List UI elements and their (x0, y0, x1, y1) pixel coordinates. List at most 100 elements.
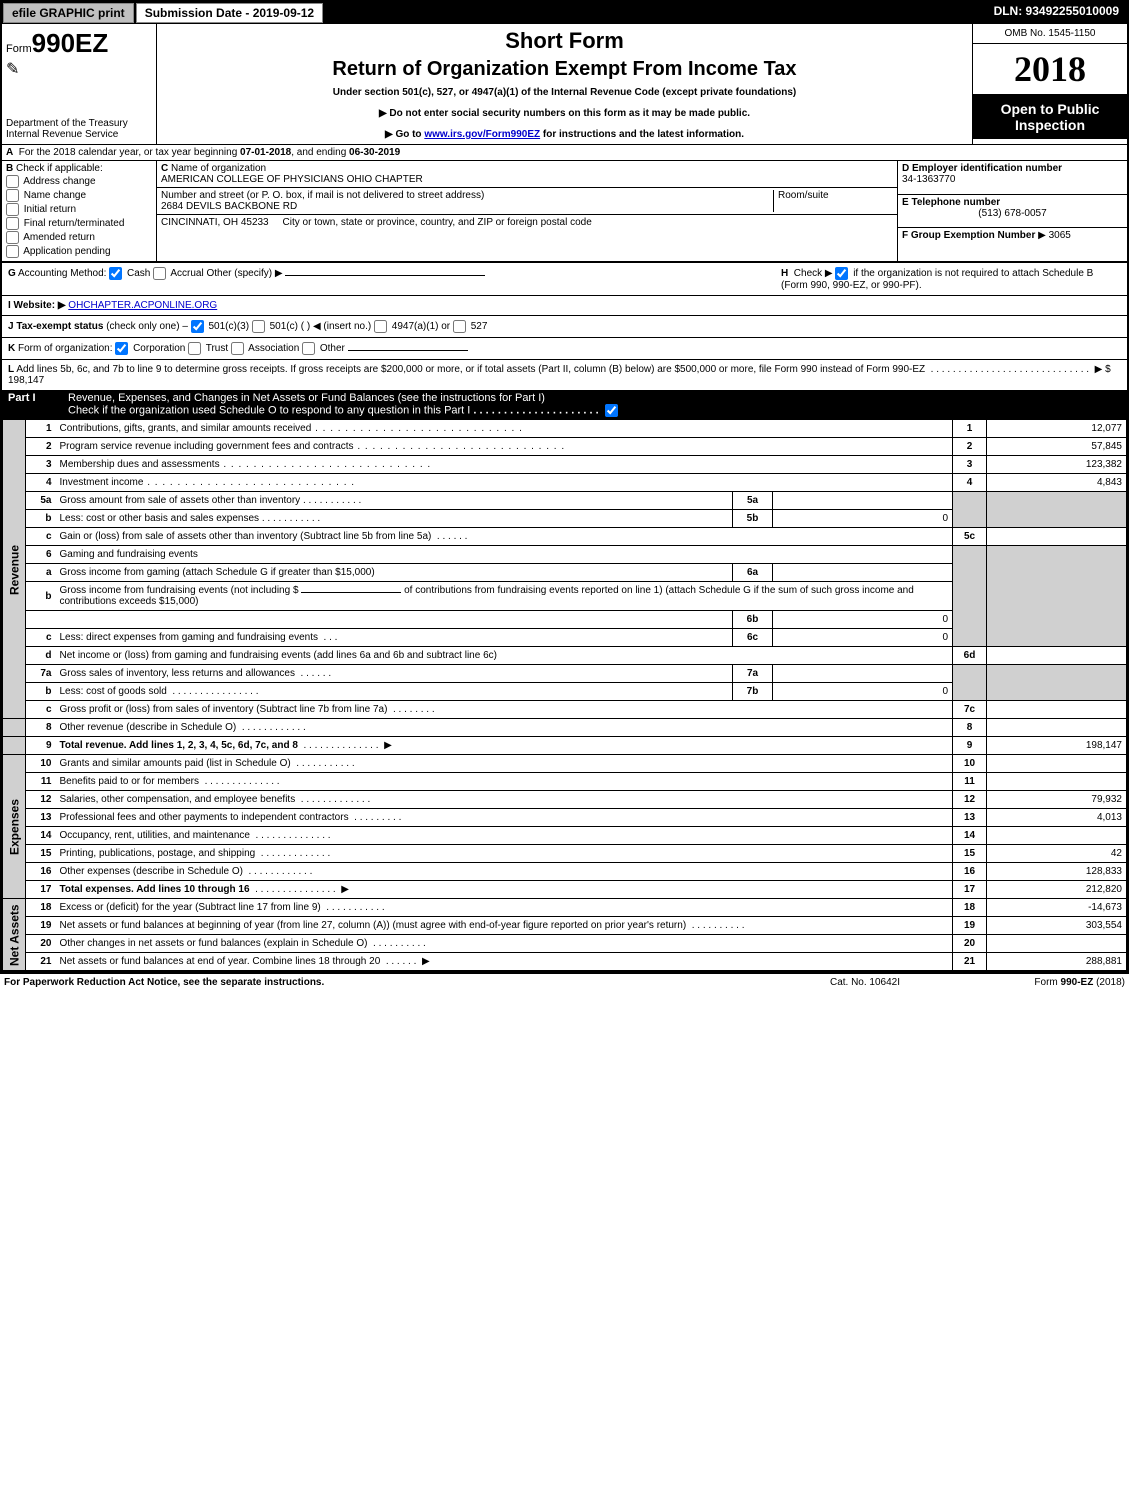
line-18-value: -14,673 (987, 899, 1127, 917)
goto-note: Go to www.irs.gov/Form990EZ for instruct… (165, 129, 964, 140)
line-4: 4 Investment income 4 4,843 (3, 474, 1127, 492)
line-12-value: 79,932 (987, 791, 1127, 809)
line-11-value (987, 773, 1127, 791)
501c-checkbox[interactable]: 501(c) ( ) ◀ (insert no.) (252, 321, 371, 332)
ein: 34-1363770 (902, 174, 955, 185)
org-name: AMERICAN COLLEGE OF PHYSICIANS OHIO CHAP… (161, 174, 423, 185)
line-20-value (987, 935, 1127, 953)
line-6: 6 Gaming and fundraising events (3, 546, 1127, 564)
part-i-schedule-o-checkbox[interactable] (605, 404, 618, 417)
line-13-value: 4,013 (987, 809, 1127, 827)
return-title: Return of Organization Exempt From Incom… (165, 58, 964, 81)
501c3-checkbox[interactable]: 501(c)(3) (191, 321, 249, 332)
line-5c-value (987, 528, 1127, 546)
line-15: 15 Printing, publications, postage, and … (3, 845, 1127, 863)
association-checkbox[interactable]: Association (231, 343, 299, 354)
4947-checkbox[interactable]: 4947(a)(1) or (374, 321, 450, 332)
schedule-b-not-required-checkbox[interactable] (835, 267, 848, 280)
line-8: 8 Other revenue (describe in Schedule O)… (3, 719, 1127, 737)
line-7c: c Gross profit or (loss) from sales of i… (3, 701, 1127, 719)
line-7a: 7a Gross sales of inventory, less return… (3, 665, 1127, 683)
line-k-form-of-org: K Form of organization: Corporation Trus… (2, 338, 1127, 360)
line-6c-value: 0 (773, 629, 953, 647)
line-4-value: 4,843 (987, 474, 1127, 492)
short-form-title: Short Form (165, 28, 964, 54)
line-5a: 5a Gross amount from sale of assets othe… (3, 492, 1127, 510)
entity-block: B Check if applicable: Address change Na… (2, 161, 1127, 263)
line-10-value (987, 755, 1127, 773)
line-6b-value: 0 (773, 611, 953, 629)
corporation-checkbox[interactable]: Corporation (115, 343, 185, 354)
efile-print-button[interactable]: efile GRAPHIC print (3, 3, 134, 23)
amended-return-checkbox[interactable]: Amended return (6, 231, 152, 244)
line-1: Revenue 1 Contributions, gifts, grants, … (3, 420, 1127, 438)
line-21: 21 Net assets or fund balances at end of… (3, 953, 1127, 971)
final-return-checkbox[interactable]: Final return/terminated (6, 217, 152, 230)
form-version: Form 990-EZ (2018) (965, 977, 1125, 988)
line-17-value: 212,820 (987, 881, 1127, 899)
line-3: 3 Membership dues and assessments 3 123,… (3, 456, 1127, 474)
line-6d-value (987, 647, 1127, 665)
accounting-accrual-checkbox[interactable]: Accrual (153, 268, 204, 279)
line-19: 19 Net assets or fund balances at beginn… (3, 917, 1127, 935)
name-change-checkbox[interactable]: Name change (6, 189, 152, 202)
line-19-value: 303,554 (987, 917, 1127, 935)
line-6a-value (773, 564, 953, 582)
tax-year: 2018 (973, 44, 1127, 95)
submission-date-label: Submission Date - 2019-09-12 (136, 3, 323, 23)
line-10: Expenses 10 Grants and similar amounts p… (3, 755, 1127, 773)
line-9-value: 198,147 (987, 737, 1127, 755)
line-7a-value (773, 665, 953, 683)
line-1-value: 12,077 (987, 420, 1127, 438)
website-link[interactable]: OHCHAPTER.ACPONLINE.ORG (68, 300, 217, 311)
line-14: 14 Occupancy, rent, utilities, and maint… (3, 827, 1127, 845)
top-bar: efile GRAPHIC print Submission Date - 20… (2, 2, 1127, 24)
catalog-number: Cat. No. 10642I (765, 977, 965, 988)
line-12: 12 Salaries, other compensation, and emp… (3, 791, 1127, 809)
irs-link[interactable]: www.irs.gov/Form990EZ (424, 129, 540, 140)
part-i-table: Revenue 1 Contributions, gifts, grants, … (2, 419, 1127, 971)
omb-number: OMB No. 1545-1150 (973, 24, 1127, 44)
line-15-value: 42 (987, 845, 1127, 863)
other-org-checkbox[interactable]: Other (302, 343, 345, 354)
group-exemption-number: 3065 (1049, 230, 1071, 241)
line-8-value (987, 719, 1127, 737)
paperwork-notice: For Paperwork Reduction Act Notice, see … (4, 977, 765, 988)
under-section-note: Under section 501(c), 527, or 4947(a)(1)… (165, 87, 964, 98)
line-13: 13 Professional fees and other payments … (3, 809, 1127, 827)
line-3-value: 123,382 (987, 456, 1127, 474)
address-change-checkbox[interactable]: Address change (6, 175, 152, 188)
form-number: Form990EZ (6, 43, 108, 55)
form-header: Form990EZ ✎ Department of the TreasuryIn… (2, 24, 1127, 145)
tax-year-period: A For the 2018 calendar year, or tax yea… (2, 145, 1127, 161)
accounting-cash-checkbox[interactable]: Cash (109, 268, 150, 279)
check-if-applicable: B Check if applicable: Address change Na… (2, 161, 157, 261)
line-2: 2 Program service revenue including gove… (3, 438, 1127, 456)
line-2-value: 57,845 (987, 438, 1127, 456)
application-pending-checkbox[interactable]: Application pending (6, 245, 152, 258)
pen-icon: ✎ (6, 61, 19, 78)
line-17: 17 Total expenses. Add lines 10 through … (3, 881, 1127, 899)
line-j-tax-exempt: J Tax-exempt status (check only one) – 5… (2, 316, 1127, 338)
initial-return-checkbox[interactable]: Initial return (6, 203, 152, 216)
line-20: 20 Other changes in net assets or fund b… (3, 935, 1127, 953)
room-suite: Room/suite (773, 190, 893, 212)
trust-checkbox[interactable]: Trust (188, 343, 228, 354)
dln-label: DLN: 93492255010009 (986, 2, 1127, 24)
telephone: (513) 678-0057 (902, 208, 1123, 219)
line-5b-value: 0 (773, 510, 953, 528)
527-checkbox[interactable]: 527 (453, 321, 487, 332)
line-11: 11 Benefits paid to or for members . . .… (3, 773, 1127, 791)
part-i-header: Part I Revenue, Expenses, and Changes in… (2, 390, 1127, 419)
open-to-public-badge: Open to Public Inspection (973, 95, 1127, 139)
line-5c: c Gain or (loss) from sale of assets oth… (3, 528, 1127, 546)
line-5a-value (773, 492, 953, 510)
revenue-sidelabel: Revenue (3, 420, 26, 719)
line-16-value: 128,833 (987, 863, 1127, 881)
line-i-website: I Website: ▶ OHCHAPTER.ACPONLINE.ORG (2, 296, 1127, 316)
city-state-zip: CINCINNATI, OH 45233 (161, 217, 269, 228)
page-footer: For Paperwork Reduction Act Notice, see … (0, 973, 1129, 991)
line-18: Net Assets 18 Excess or (deficit) for th… (3, 899, 1127, 917)
expenses-sidelabel: Expenses (3, 755, 26, 899)
ssn-note: Do not enter social security numbers on … (165, 108, 964, 119)
